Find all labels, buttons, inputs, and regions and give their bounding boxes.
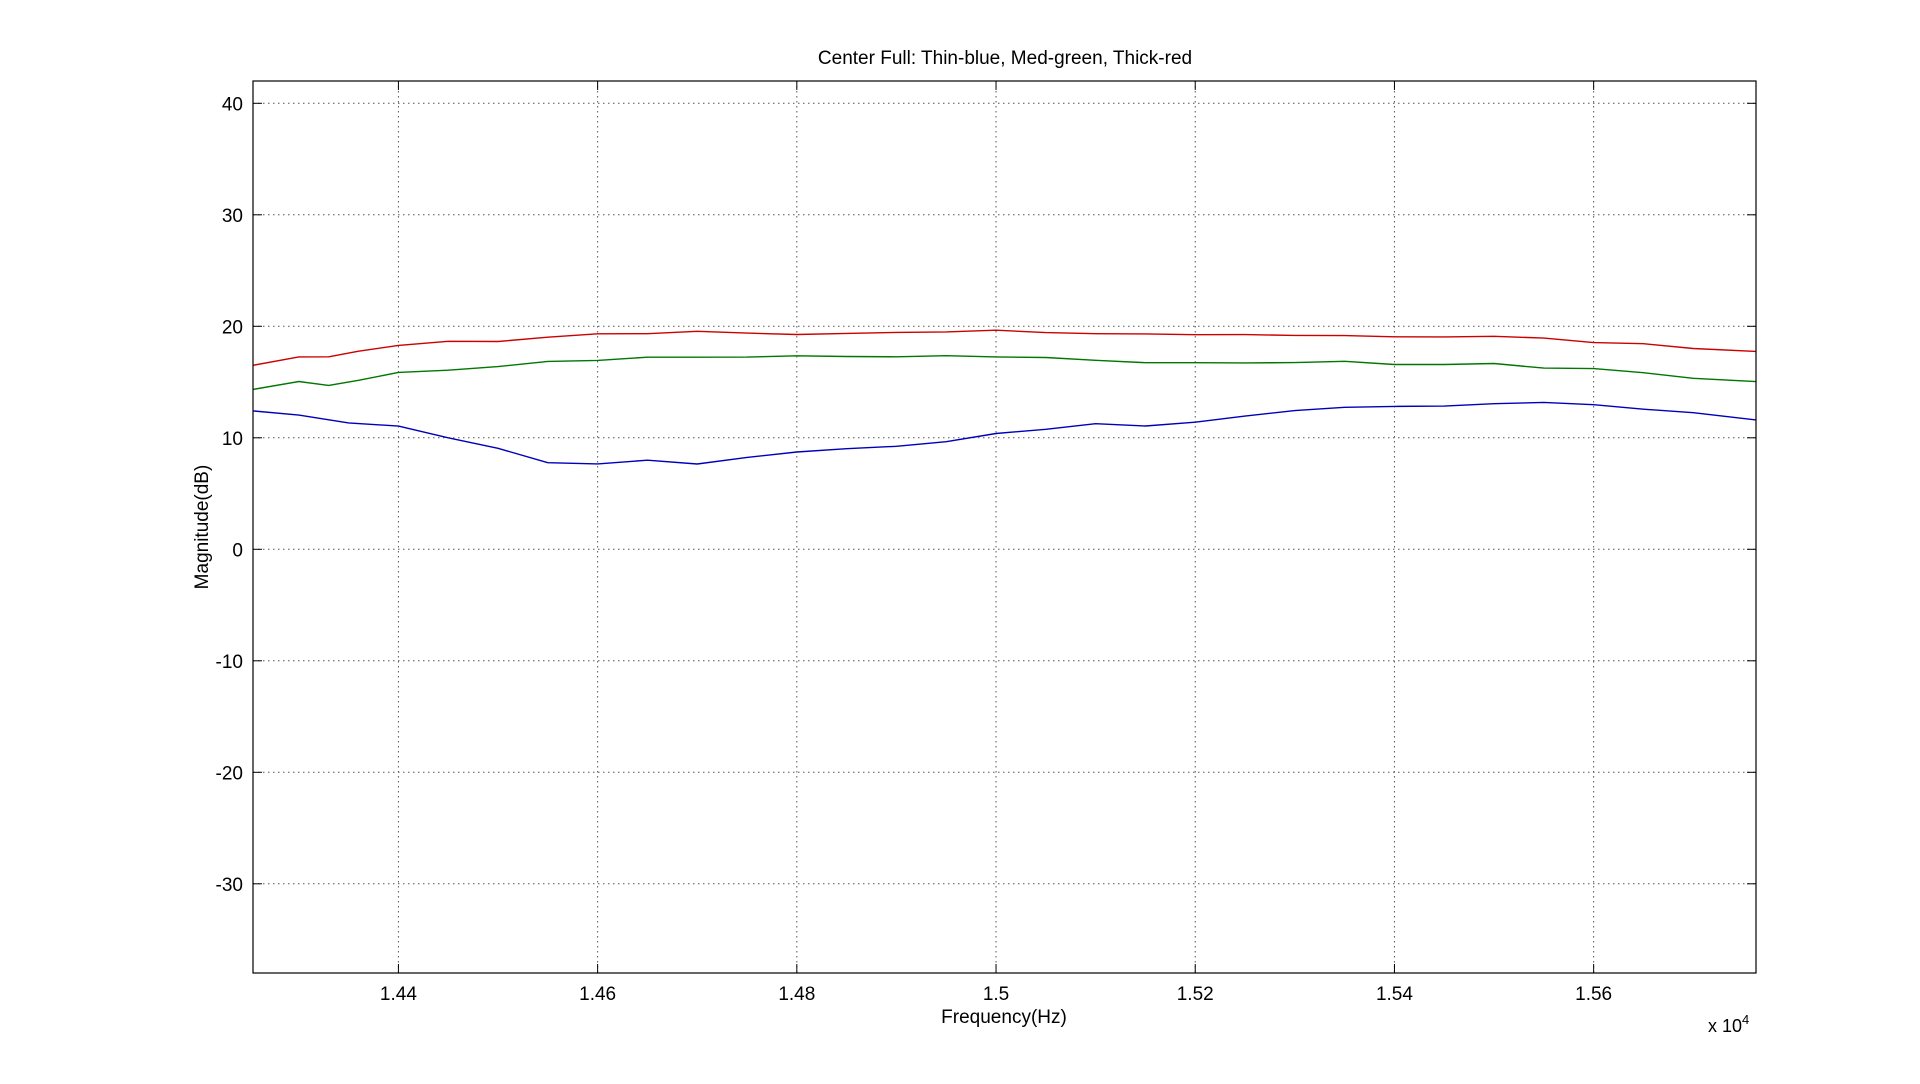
x-tick-label: 1.52 <box>1177 984 1214 1005</box>
y-tick-label: -30 <box>216 875 243 896</box>
x-tick-label: 1.44 <box>380 984 417 1005</box>
y-axis-label: Magnitude(dB) <box>192 465 213 590</box>
x-tick-label: 1.46 <box>579 984 616 1005</box>
y-tick-label: -10 <box>216 652 243 673</box>
series-line-red <box>252 329 1757 366</box>
x-tick-label: 1.56 <box>1575 984 1612 1005</box>
plot-series <box>252 329 1757 465</box>
y-tick-label: 30 <box>222 206 243 227</box>
grid-lines <box>253 81 1756 973</box>
series-line-green <box>252 355 1757 391</box>
x-axis-exponent: x 104 <box>1708 1012 1749 1036</box>
y-tick-label: 40 <box>222 94 243 115</box>
plot-frame <box>252 80 1757 974</box>
y-tick-label: -20 <box>216 763 243 784</box>
axis-ticks: 1.44 1.46 1.48 1.5 1.52 1.54 1.56 40 30 20 10 0 -10 -… <box>216 81 1756 1005</box>
x-axis-label: Frequency(Hz) <box>941 1007 1067 1028</box>
x-exponent-power: 4 <box>1742 1012 1749 1027</box>
chart-title: Center Full: Thin-blue, Med-green, Thick… <box>818 48 1192 69</box>
x-tick-label: 1.48 <box>778 984 815 1005</box>
y-tick-label: 10 <box>222 429 243 450</box>
x-tick-label: 1.54 <box>1376 984 1413 1005</box>
y-tick-label: 20 <box>222 317 243 338</box>
x-tick-label: 1.5 <box>983 984 1009 1005</box>
series-line-blue <box>252 401 1757 465</box>
x-exponent-base: x 10 <box>1708 1016 1742 1036</box>
y-tick-label: 0 <box>232 540 243 561</box>
